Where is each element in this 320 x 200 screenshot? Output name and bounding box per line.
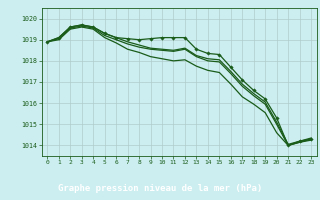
Text: Graphe pression niveau de la mer (hPa): Graphe pression niveau de la mer (hPa) — [58, 184, 262, 193]
